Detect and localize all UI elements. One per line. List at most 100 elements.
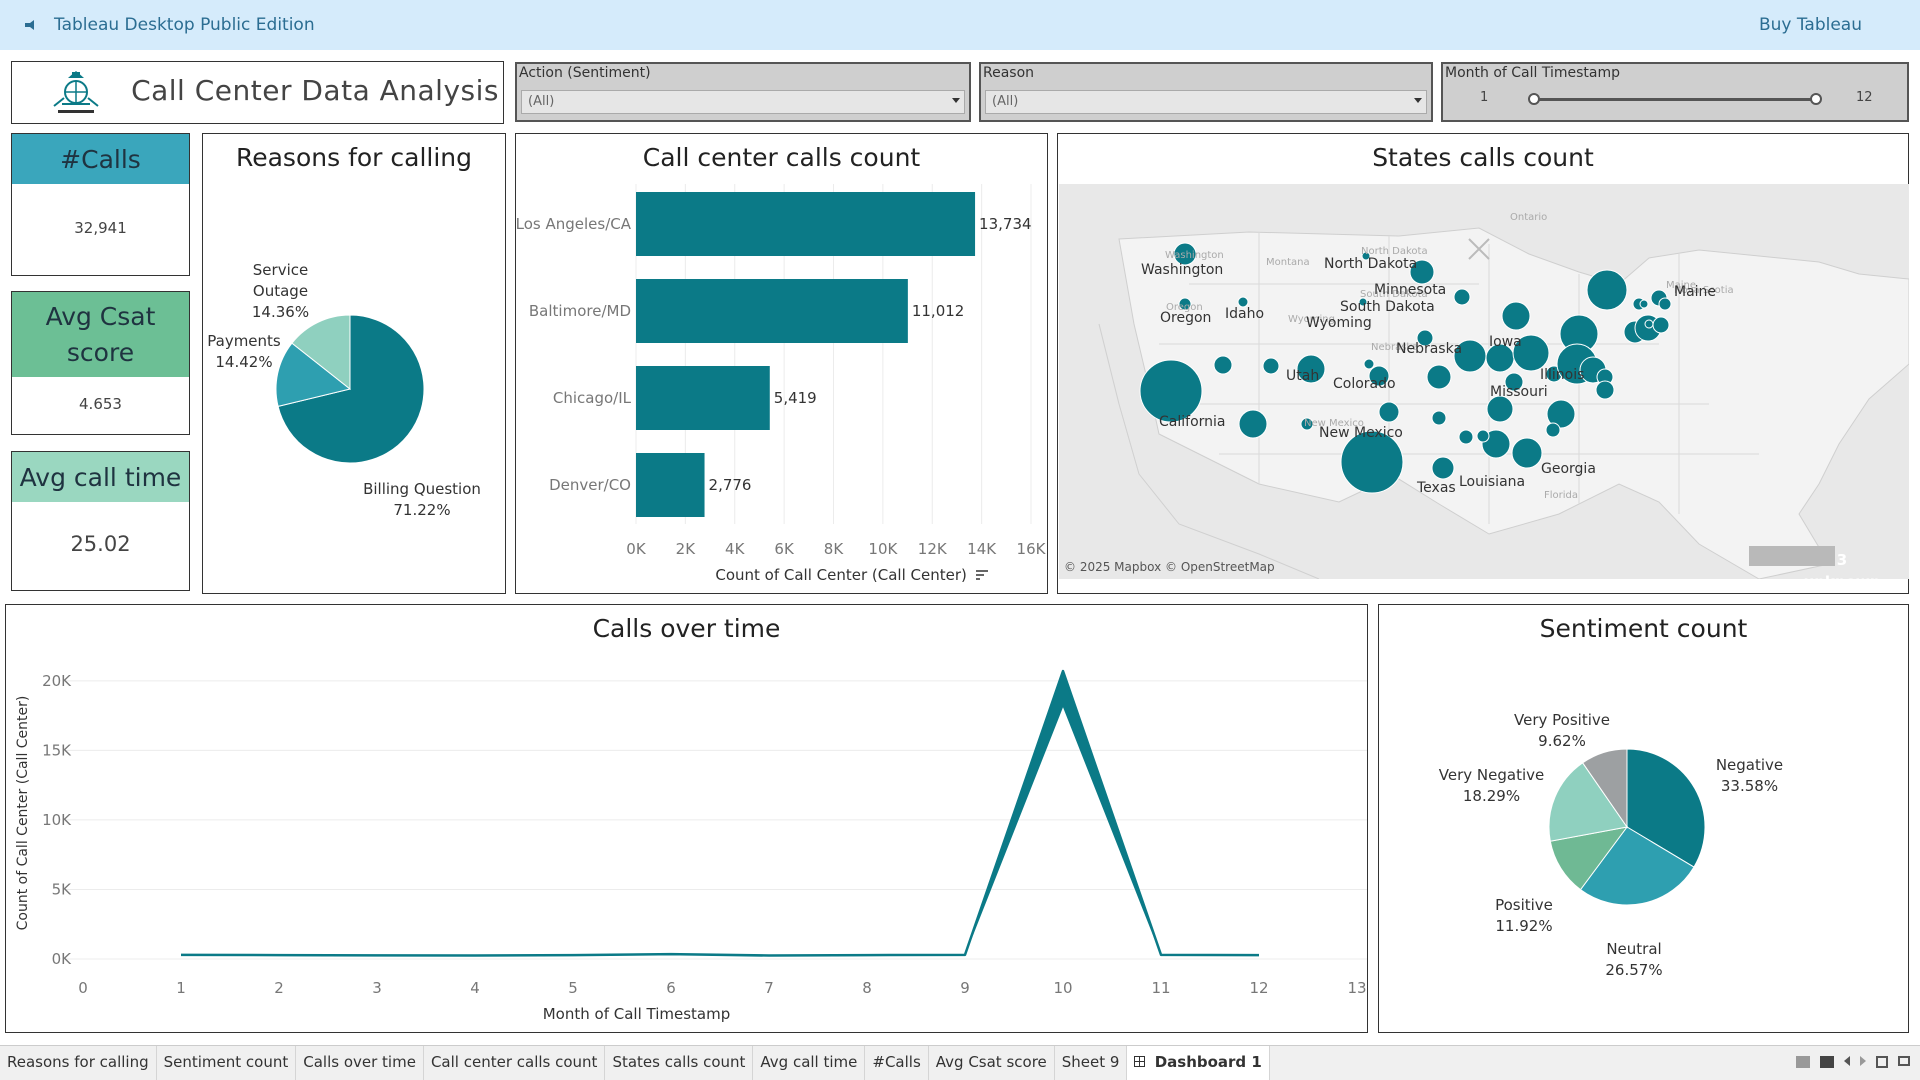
state-marker[interactable] [1361,251,1371,261]
tab-states-calls-count[interactable]: States calls count [605,1046,754,1080]
calls-line[interactable] [180,669,1260,957]
line-y-tick: 5K [52,880,73,898]
state-marker[interactable] [1652,316,1670,334]
state-marker[interactable] [1296,354,1326,384]
tab-avg-csat-score[interactable]: Avg Csat score [929,1046,1055,1080]
reasons-slice-service-outage[interactable] [291,314,351,391]
state-marker[interactable] [1173,242,1197,266]
timeline-xlabel: Month of Call Timestamp [542,1005,731,1023]
scroll-right-icon[interactable] [1860,1056,1866,1066]
share-icon[interactable] [24,19,38,31]
reason-filter[interactable]: Reason (All) [979,62,1433,122]
fullscreen-icon[interactable] [1876,1056,1888,1068]
state-marker[interactable] [1139,359,1203,423]
tab-controls [1796,1056,1910,1068]
bar-chicago-il[interactable] [636,366,770,430]
tab-reasons-for-calling[interactable]: Reasons for calling [0,1046,157,1080]
state-marker[interactable] [1363,358,1375,370]
tab-dashboard-1[interactable]: Dashboard 1 [1127,1046,1270,1080]
state-marker[interactable] [1368,365,1390,387]
state-marker[interactable] [1178,297,1192,311]
states-map[interactable] [1059,184,1909,579]
state-marker[interactable] [1644,319,1654,329]
state-marker[interactable] [1431,456,1455,480]
state-marker[interactable] [1639,299,1649,309]
tab-sentiment-count[interactable]: Sentiment count [157,1046,297,1080]
state-marker[interactable] [1213,355,1233,375]
action-filter[interactable]: Action (Sentiment) (All) [515,62,971,122]
tab-calls-over-time[interactable]: Calls over time [296,1046,424,1080]
map-state-label-texas: Texas [1417,480,1456,496]
sentiment-pie[interactable] [1548,748,1706,906]
tab-calls[interactable]: #Calls [865,1046,929,1080]
app-title: Tableau Desktop Public Edition [54,15,315,35]
state-marker[interactable] [1595,380,1615,400]
sentiment-slice-very-negative[interactable] [1548,762,1628,842]
state-marker[interactable] [1511,437,1543,469]
month-slider-min-handle[interactable] [1528,93,1540,105]
kpi-calls-value: 32,941 [74,219,127,237]
state-marker[interactable] [1501,301,1531,331]
states-title: States calls count [1372,143,1594,172]
grid-view-icon[interactable] [1796,1056,1810,1068]
calls-area[interactable] [181,671,1259,957]
state-marker[interactable] [1358,297,1368,307]
line-x-tick: 7 [764,979,774,997]
bar-los-angeles-ca[interactable] [636,192,976,256]
reasons-slice-payments[interactable] [275,342,352,408]
reason-filter-select[interactable]: (All) [985,90,1427,114]
action-filter-select[interactable]: (All) [521,90,965,114]
state-marker[interactable] [1300,417,1314,431]
state-marker[interactable] [1476,429,1490,443]
reasons-pie[interactable] [275,314,425,464]
map-unknown-badge[interactable]: 3 unknown [1803,551,1881,591]
state-marker[interactable] [1546,399,1576,429]
state-marker[interactable] [1262,357,1280,375]
present-icon[interactable] [1898,1056,1910,1066]
tab-avg-call-time[interactable]: Avg call time [753,1046,866,1080]
reasons-label-billing: Billing Question 71.22% [363,480,481,519]
sentiment-slice-very-positive[interactable] [1581,748,1628,829]
state-marker[interactable] [1238,409,1268,439]
buy-tableau-link[interactable]: Buy Tableau [1758,15,1862,35]
tab-sheet-9[interactable]: Sheet 9 [1055,1046,1128,1080]
state-marker[interactable] [1426,364,1452,390]
map-region-label-north-dakota: North Dakota [1361,246,1428,257]
state-marker[interactable] [1458,429,1474,445]
state-marker[interactable] [1504,372,1524,392]
state-marker[interactable] [1431,410,1447,426]
bar-baltimore-md[interactable] [636,279,908,343]
state-marker[interactable] [1416,329,1434,347]
state-marker[interactable] [1545,422,1561,438]
bar-denver-co[interactable] [636,453,705,517]
state-marker[interactable] [1512,334,1550,372]
state-marker[interactable] [1453,288,1471,306]
sentiment-slice-neutral[interactable] [1579,826,1695,906]
state-marker[interactable] [1378,401,1400,423]
state-marker[interactable] [1486,395,1514,423]
tab-call-center-calls-count[interactable]: Call center calls count [424,1046,606,1080]
state-marker[interactable] [1658,297,1672,311]
reason-filter-label: Reason [983,65,1035,81]
chevron-down-icon[interactable] [1414,98,1422,103]
reasons-slice-billing-question[interactable] [277,314,425,464]
call-center-chart: 0K 2K 4K 6K 8K 10K 12K 14K 16K Los Angeles/CA 13,7… [516,184,1047,558]
month-slider-track[interactable] [1534,98,1816,101]
map-state-label-louisiana: Louisiana [1459,474,1526,490]
state-marker[interactable] [1586,269,1628,311]
bar-x-tick: 14K [967,540,997,558]
list-view-icon[interactable] [1820,1056,1834,1068]
line-y-tick: 15K [42,741,72,759]
month-slider-max-handle[interactable] [1810,93,1822,105]
scroll-left-icon[interactable] [1844,1056,1850,1066]
bar-value-label: 11,012 [912,302,965,320]
sentiment-slice-negative[interactable] [1626,748,1706,868]
state-marker[interactable] [1409,259,1435,285]
state-marker[interactable] [1340,430,1404,494]
chevron-down-icon[interactable] [952,98,960,103]
map-state-label-south-dakota: South Dakota [1340,299,1435,315]
sort-icon[interactable] [975,570,988,580]
state-marker[interactable] [1237,296,1249,308]
bar-category-label: Los Angeles/CA [516,215,632,233]
